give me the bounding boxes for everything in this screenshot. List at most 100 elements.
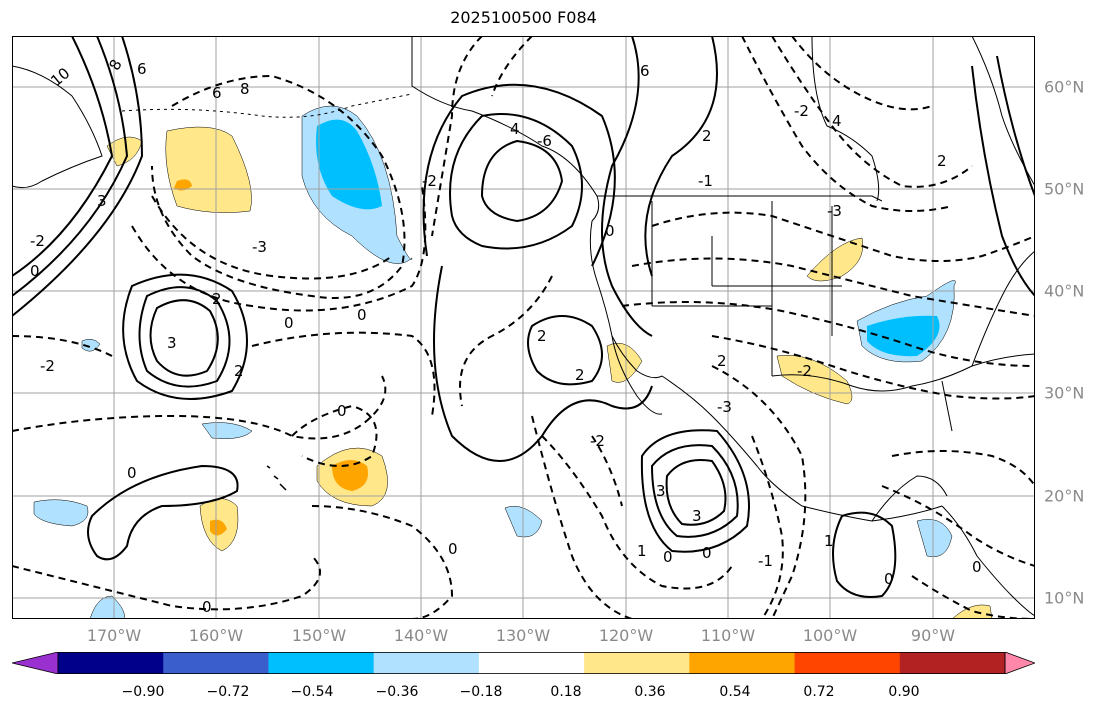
contour-label: -2 — [40, 357, 55, 375]
contour-label: 6 — [640, 62, 650, 80]
contour-solid-east-2 — [996, 55, 1035, 197]
contour-dashed-gulf-2 — [151, 195, 393, 280]
colorbar-tick-label: −0.18 — [459, 684, 503, 700]
contour-solid-high-west-3 — [122, 273, 248, 400]
contour-dashed-east-pac-4 — [591, 435, 623, 507]
longitude-label: 110°W — [700, 626, 756, 645]
contour-label: 0 — [202, 598, 212, 616]
state-borders — [651, 201, 842, 376]
contour-dashed-us-1 — [651, 211, 1035, 262]
contour-label: 1 — [824, 532, 834, 550]
aleutians — [121, 93, 413, 118]
contour-label: -3 — [252, 238, 267, 256]
colorbar-tick-label: 0.90 — [888, 684, 920, 700]
contour-dashed-pacific-1 — [12, 375, 387, 440]
contour-label: 10 — [47, 64, 73, 90]
contour-dashed-pacific-4 — [12, 555, 321, 611]
longitude-label: 120°W — [598, 626, 654, 645]
coast-baja — [611, 335, 663, 415]
latitude-label: 50°N — [1044, 179, 1085, 199]
graticule — [12, 36, 1035, 619]
contour-dashed-ne-pac-2 — [491, 36, 533, 97]
contour-dashed-gulf-3 — [131, 185, 427, 312]
contour-label: 3 — [167, 334, 177, 352]
longitude-label: 90°W — [910, 626, 956, 645]
contour-dashed-canada-3 — [791, 36, 933, 111]
contour-solid-central-america — [832, 511, 897, 598]
contour-solid-high-west-2 — [149, 299, 219, 377]
coastlines — [12, 36, 1035, 617]
colorbar-segment — [689, 652, 796, 674]
shade-yellow-plains — [806, 237, 864, 282]
colorbar-segments — [12, 652, 1035, 674]
latitude-label: 10°N — [1044, 588, 1085, 608]
colorbar-segment — [899, 652, 1006, 674]
contour-label: 2 — [212, 290, 222, 308]
colorbar-tick-label: 0.72 — [803, 684, 835, 700]
contour-dashed-caribbean-2 — [881, 485, 1035, 567]
contour-dashed-us-2 — [631, 257, 1035, 317]
hawaii — [266, 465, 287, 491]
contour-label: 2 — [234, 362, 244, 380]
shaded-areas — [33, 105, 993, 619]
contour-label: 8 — [240, 80, 250, 98]
contour-label: 2 — [717, 352, 727, 370]
contour-label: 0 — [605, 222, 615, 240]
contour-solid-trough-north-2 — [12, 36, 129, 297]
colorbar-segment — [268, 652, 375, 674]
plot-title: 2025100500 F084 — [450, 8, 597, 27]
colorbar-tick-label: −0.36 — [375, 684, 419, 700]
contours-dashed — [12, 36, 1035, 619]
contour-label: -6 — [537, 132, 552, 150]
contour-label: -2 — [422, 172, 437, 190]
contour-label: 0 — [972, 558, 982, 576]
shade-blue-sw-corner — [89, 595, 125, 619]
coast-mexico-gulf — [661, 375, 943, 522]
contour-label: 2 — [702, 127, 712, 145]
contour-solid-zero-sw — [87, 464, 239, 561]
contour-dashed-pacific-2 — [291, 404, 378, 467]
contour-label: -1 — [758, 552, 773, 570]
shade-orange-hawaii-ne — [332, 460, 368, 491]
colorbar-tick-label: 0.18 — [550, 684, 582, 700]
latitude-label: 30°N — [1044, 383, 1085, 403]
colorbar-extend-high — [1004, 652, 1035, 674]
contour-dashed-east-pac — [541, 435, 733, 590]
contour-label: 6 — [137, 60, 147, 78]
contour-label: -2 — [797, 362, 812, 380]
shade-blue-mid-pacific — [201, 422, 253, 439]
contour-dashed-ne-pac-3 — [459, 275, 553, 407]
longitude-label: 170°W — [86, 626, 142, 645]
contour-solid-big-loop — [433, 265, 653, 462]
contour-solid-high-west — [138, 286, 231, 388]
coast-gulf-us — [771, 353, 1035, 392]
contour-label: 3 — [656, 482, 666, 500]
coast-east-canada — [971, 36, 1035, 187]
colorbar-outline — [57, 652, 1006, 674]
contour-label: -2 — [30, 232, 45, 250]
contour-label: 0 — [884, 570, 894, 588]
latitude-label: 40°N — [1044, 281, 1085, 301]
contour-solid-coastal-2 — [644, 36, 718, 277]
contour-label: -2 — [794, 102, 809, 120]
contour-label: 0 — [702, 544, 712, 562]
contour-dashed-pacific-3 — [311, 505, 454, 619]
contour-label: 0 — [284, 314, 294, 332]
colorbar-segment — [373, 652, 480, 674]
contour-label: 0 — [30, 262, 40, 280]
longitude-label: 140°W — [393, 626, 449, 645]
contour-solid-low-sub — [527, 315, 603, 386]
contour-label: 1 — [637, 542, 647, 560]
contour-solid-trough-north-3 — [12, 36, 144, 317]
contour-label: 3 — [692, 507, 702, 525]
colorbar-tick-label: 0.54 — [719, 684, 751, 700]
coast-canada-bay — [811, 36, 880, 202]
colorbar-segment — [584, 652, 690, 674]
contour-dashed-mex-1 — [711, 365, 807, 619]
contour-solid-cyclone-mx-3 — [640, 429, 750, 553]
contour-dashed-mex-2 — [751, 435, 784, 619]
colorbar-segment — [163, 652, 269, 674]
colorbar-tick-label: 0.36 — [634, 684, 666, 700]
contour-dashed-east-pac-2 — [531, 415, 633, 619]
contours — [12, 36, 1035, 598]
